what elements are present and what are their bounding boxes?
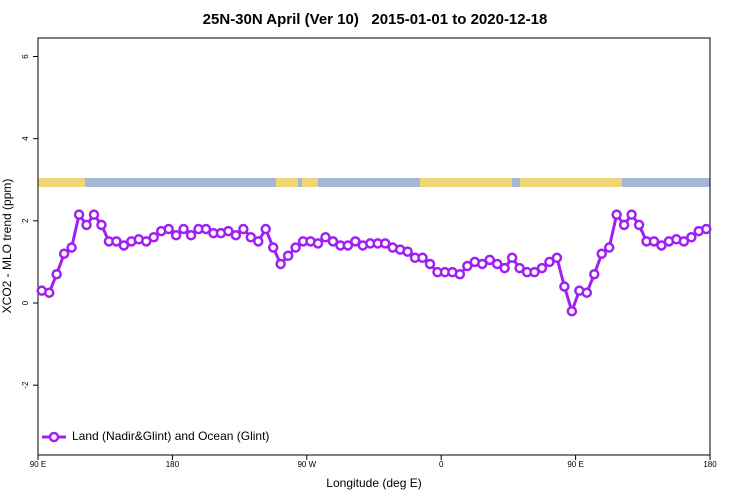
data-point — [633, 219, 645, 231]
data-point — [342, 240, 354, 251]
data-point — [491, 258, 503, 270]
data-point — [551, 252, 563, 264]
y-tick-label: 2 — [21, 218, 30, 223]
x-tick-label: 180 — [166, 460, 180, 469]
data-point — [73, 209, 85, 220]
data-point — [402, 246, 413, 257]
data-point — [626, 209, 637, 220]
plot-frame — [37, 37, 711, 456]
x-axis-label: Longitude (deg E) — [326, 476, 421, 490]
data-point — [185, 229, 197, 241]
data-point — [223, 225, 234, 237]
land-segment — [276, 178, 298, 187]
data-point — [163, 223, 174, 235]
legend-marker — [48, 431, 60, 443]
x-tick-label: 90 E — [30, 460, 46, 469]
x-tick-label: 90 E — [567, 460, 583, 469]
data-point — [536, 262, 548, 274]
data-point — [424, 258, 436, 270]
data-point — [320, 232, 331, 243]
data-point — [111, 236, 122, 247]
data-point — [417, 252, 428, 264]
legend: Land (Nadir&Glint) and Ocean (Glint) — [42, 429, 269, 443]
data-point — [514, 262, 525, 274]
land-segment — [520, 178, 622, 187]
data-point — [477, 258, 488, 270]
data-point — [200, 223, 212, 235]
data-point — [559, 281, 570, 292]
land-ocean-strip — [38, 178, 710, 187]
data-point — [499, 262, 510, 274]
data-point — [66, 242, 77, 253]
data-point — [81, 219, 92, 231]
land-segment — [420, 178, 512, 187]
land-segment — [38, 178, 85, 187]
data-point — [581, 287, 593, 298]
y-tick-label: 0 — [21, 300, 30, 305]
data-point — [656, 240, 667, 251]
land-segment — [302, 178, 318, 187]
data-point — [282, 250, 294, 261]
data-point — [96, 219, 107, 231]
data-point — [245, 232, 257, 243]
data-point — [118, 240, 130, 251]
data-point — [484, 254, 495, 266]
data-point — [566, 305, 578, 317]
data-point — [327, 236, 339, 247]
ocean-band — [38, 178, 710, 187]
data-point — [350, 236, 361, 247]
y-tick-label: 4 — [21, 136, 30, 141]
data-point — [141, 236, 152, 247]
data-point — [43, 287, 55, 298]
data-point — [462, 260, 473, 272]
y-tick-label: -2 — [21, 381, 30, 389]
data-point — [589, 268, 600, 280]
y-axis-label: XCO2 - MLO trend (ppm) — [0, 179, 14, 314]
data-point — [529, 266, 540, 278]
data-point — [290, 242, 301, 253]
x-tick-label: 0 — [439, 460, 444, 469]
data-point — [58, 248, 70, 259]
data-point — [230, 229, 242, 241]
data-point — [170, 229, 182, 241]
x-tick-label: 180 — [703, 460, 717, 469]
data-point — [238, 223, 249, 235]
legend-label: Land (Nadir&Glint) and Ocean (Glint) — [72, 429, 269, 443]
data-point — [603, 242, 615, 253]
y-tick-label: 6 — [21, 54, 30, 59]
data-point — [312, 238, 324, 249]
data-point — [686, 232, 697, 243]
data-point — [88, 209, 100, 220]
series-line — [41, 213, 707, 313]
data-point — [148, 232, 159, 243]
data-point — [506, 252, 518, 264]
data-point — [379, 238, 391, 249]
data-point — [454, 268, 466, 280]
chart-title: 25N-30N April (Ver 10) 2015-01-01 to 202… — [203, 11, 548, 28]
data-point — [260, 223, 271, 235]
data-point — [596, 248, 607, 259]
data-point — [648, 236, 660, 247]
data-point — [678, 236, 690, 247]
data-point — [611, 209, 622, 220]
data-point — [51, 268, 62, 280]
x-tick-label: 90 W — [297, 460, 316, 469]
data-point — [267, 242, 279, 253]
data-point — [618, 219, 630, 231]
data-point — [178, 223, 189, 235]
data-point — [544, 256, 555, 268]
data-point — [275, 258, 286, 270]
data-point — [701, 223, 712, 235]
data-point — [253, 236, 264, 247]
